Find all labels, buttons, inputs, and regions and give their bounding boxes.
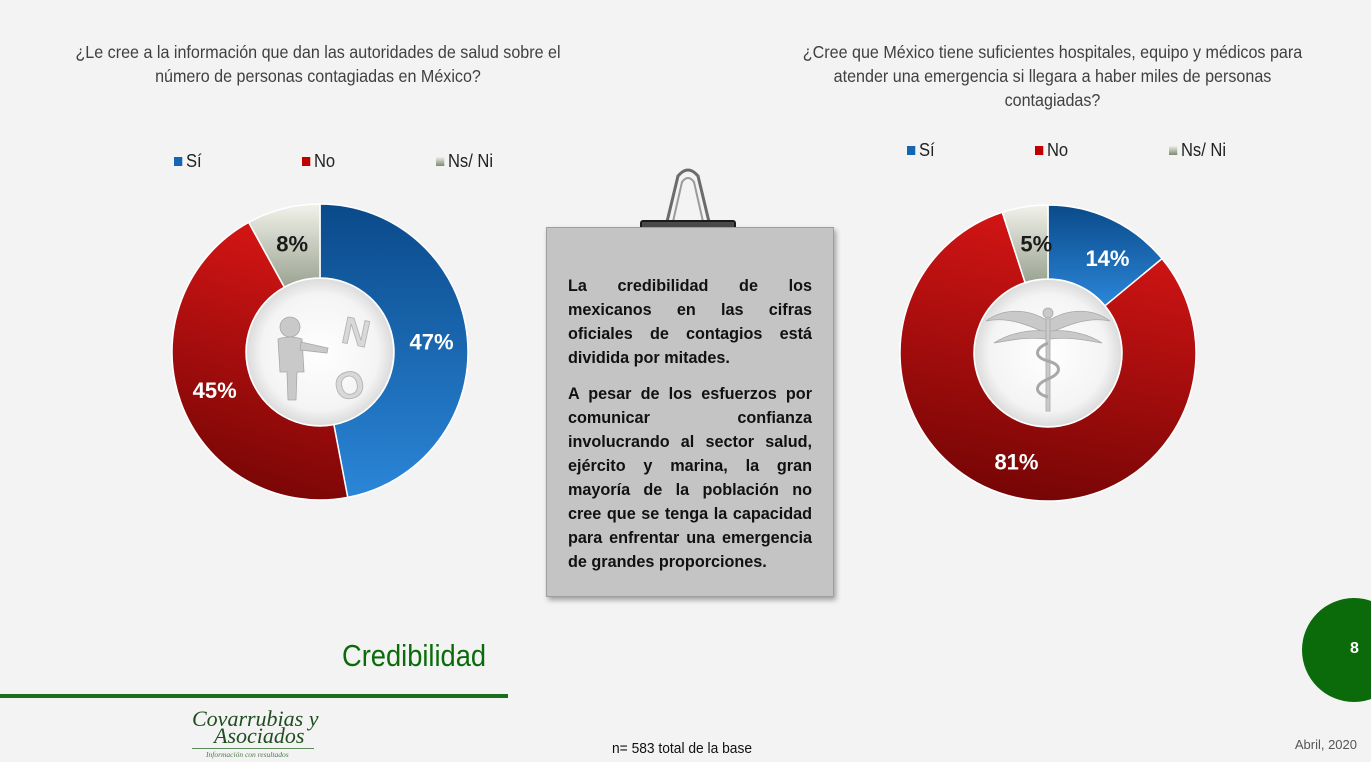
legend-label-no: No: [313, 151, 336, 171]
slice-nsni: [1001, 204, 1049, 284]
slice-no: [171, 221, 349, 501]
data-label-si: 14%: [1085, 246, 1129, 271]
legend-item-no: No: [1035, 140, 1068, 161]
legend-label-nsni: Ns/ Ni: [1180, 140, 1227, 160]
legend-label-si: Sí: [185, 151, 202, 171]
page-number: 8: [1350, 640, 1359, 657]
legend-item-no: No: [302, 151, 335, 172]
legend-label-si: Sí: [918, 140, 935, 160]
legend-item-nsni: Ns/ Ni: [1169, 140, 1226, 161]
logo-tagline: Información con resultados: [206, 750, 289, 759]
legend-item-nsni: Ns/ Ni: [436, 151, 493, 172]
slice-nsni: [247, 203, 321, 289]
logo-rule: [192, 748, 314, 749]
legend-swatch-nsni: [436, 157, 445, 166]
legend-item-si: Sí: [907, 140, 935, 161]
page-number-badge: 8: [1302, 598, 1371, 702]
chart2-title: ¿Cree que México tiene suficientes hospi…: [802, 42, 1303, 110]
date-label: Abril, 2020: [1294, 737, 1357, 752]
chart1-title: ¿Le cree a la información que dan las au…: [75, 42, 561, 86]
data-label-nsni: 8%: [276, 232, 308, 257]
legend-swatch-nsni: [1169, 146, 1178, 155]
legend-label-nsni: Ns/ Ni: [447, 151, 494, 171]
legend-swatch-si: [174, 157, 183, 166]
data-label-si: 47%: [409, 329, 453, 354]
logo-line-2: Asociados: [214, 723, 305, 748]
legend-swatch-no: [1035, 146, 1044, 155]
chart1-donut: 47%45%8%NO: [171, 203, 469, 501]
legend-swatch-si: [907, 146, 916, 155]
divider: [0, 694, 508, 698]
slice-no: [899, 211, 1197, 502]
legend-swatch-no: [302, 157, 311, 166]
chart2-donut: 14% 81% 5%: [899, 204, 1197, 502]
data-label-no: 45%: [193, 378, 237, 403]
commentary-paragraph-1: La credibilidad de los mexicanos en las …: [568, 277, 812, 367]
logo-line-1: Covarrubias y: [192, 706, 319, 731]
data-label-no: 81%: [994, 450, 1038, 475]
legend-item-si: Sí: [174, 151, 202, 172]
slice-si: [319, 203, 469, 499]
data-label-nsni: 5%: [1020, 232, 1052, 257]
section-title: Credibilidad: [342, 638, 487, 673]
caduceus-icon: [985, 307, 1111, 412]
commentary-paragraph-2: A pesar de los esfuerzos por comunicar c…: [568, 385, 812, 571]
legend-label-no: No: [1046, 140, 1069, 160]
commentary-box: La credibilidad de los mexicanos en las …: [546, 227, 834, 597]
sample-size-note: n= 583 total de la base: [612, 740, 753, 757]
company-logo: Covarrubias y Asociados Información con …: [188, 706, 324, 760]
